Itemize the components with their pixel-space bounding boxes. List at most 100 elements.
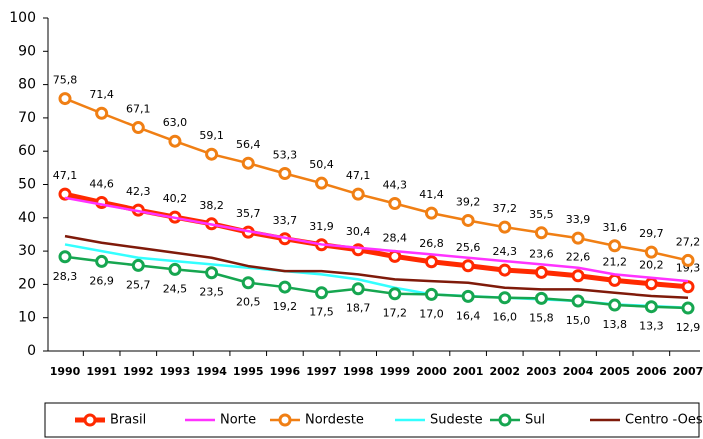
value-label: 71,4 [89,88,114,101]
value-label: 40,2 [163,192,188,205]
y-tick-label: 0 [27,343,36,359]
series-line [64,234,689,299]
marker [95,106,109,120]
value-label: 19,2 [273,300,298,313]
marker [95,254,109,268]
marker [534,265,548,279]
marker [351,282,365,296]
x-tick-label: 1999 [380,365,411,378]
x-tick-label: 1992 [123,365,154,378]
value-label: 44,6 [89,177,114,190]
x-tick-label: 2000 [416,365,447,378]
legend-label: Sul [525,413,545,428]
value-label: 24,5 [163,282,188,295]
legend-label: Nordeste [305,413,364,428]
x-tick-label: 2002 [489,365,520,378]
value-label: 28,3 [53,270,78,283]
legend-label: Centro -Oeste [625,413,703,428]
marker [58,250,72,264]
value-label: 24,3 [493,245,518,258]
x-tick-label: 2003 [526,365,557,378]
value-label: 26,9 [89,274,114,287]
value-label: 25,7 [126,278,151,291]
marker [241,156,255,170]
value-label: 27,2 [676,235,701,248]
marker [644,245,658,259]
series-line [64,196,689,283]
x-tick-label: 1993 [160,365,191,378]
value-label: 18,7 [346,302,371,315]
marker [681,280,695,294]
value-label: 17,5 [309,306,334,319]
value-label: 13,3 [639,320,664,333]
marker [461,289,475,303]
value-label: 75,8 [53,74,78,87]
value-label: 42,3 [126,185,151,198]
legend-marker [498,413,512,427]
marker [168,262,182,276]
value-label: 26,8 [419,237,444,250]
x-tick-label: 2004 [563,365,594,378]
value-label: 16,0 [493,311,518,324]
marker [388,249,402,263]
value-label: 44,3 [383,178,408,191]
y-tick-label: 30 [18,243,36,259]
y-tick-label: 50 [18,177,36,193]
marker [58,92,72,106]
value-label: 29,7 [639,227,664,240]
value-label: 35,5 [529,208,554,221]
legend-box [44,402,700,438]
x-tick-label: 1998 [343,365,374,378]
value-label: 16,4 [456,309,481,322]
value-label: 23,6 [529,247,554,260]
marker [608,273,622,287]
marker [205,266,219,280]
x-tick-label: 2001 [453,365,484,378]
value-label: 41,4 [419,188,444,201]
value-label: 25,6 [456,241,481,254]
value-label: 33,7 [273,214,298,227]
marker [168,134,182,148]
marker [241,276,255,290]
marker [388,196,402,210]
value-label: 30,4 [346,225,371,238]
value-label: 15,0 [566,314,591,327]
value-label: 13,8 [602,318,627,331]
legend-label: Brasil [110,413,146,428]
marker [461,213,475,227]
marker [534,226,548,240]
y-tick-label: 80 [18,77,36,93]
x-tick-label: 1997 [306,365,337,378]
marker [571,231,585,245]
x-tick-label: 1996 [270,365,301,378]
value-label: 23,5 [199,286,224,299]
value-label: 21,2 [602,255,627,268]
value-label: 39,2 [456,195,481,208]
marker [498,291,512,305]
marker [424,255,438,269]
value-label: 20,5 [236,296,261,309]
value-label: 37,2 [493,202,518,215]
y-tick-label: 60 [18,143,36,159]
x-tick-label: 2007 [673,365,703,378]
value-label: 17,2 [383,307,408,320]
value-label: 63,0 [163,116,188,129]
marker [571,294,585,308]
y-tick-label: 100 [9,10,36,26]
y-tick-label: 10 [18,310,36,326]
marker [461,259,475,273]
x-tick-label: 2005 [599,365,630,378]
value-label: 59,1 [199,129,224,142]
value-label: 31,9 [309,220,334,233]
marker [498,220,512,234]
value-label: 19,3 [676,262,701,275]
value-label: 38,2 [199,199,224,212]
value-label: 33,9 [566,213,591,226]
marker [278,280,292,294]
marker [608,298,622,312]
x-tick-label: 1995 [233,365,264,378]
marker [681,301,695,315]
value-label: 50,4 [309,158,334,171]
marker [681,253,695,267]
value-label: 53,3 [273,149,298,162]
